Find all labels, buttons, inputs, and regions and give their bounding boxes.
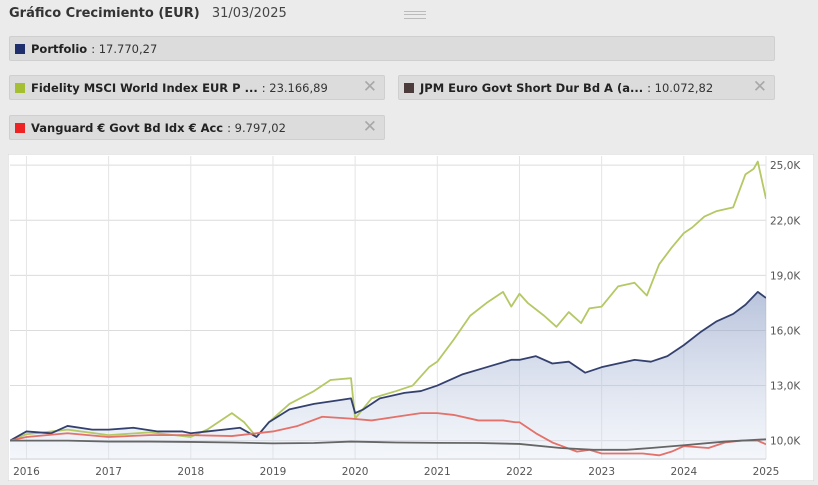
y-tick-label: 19,0K bbox=[770, 270, 801, 282]
series-line-3 bbox=[10, 438, 766, 451]
legend-value: : 23.166,89 bbox=[261, 81, 328, 95]
drag-handle-icon[interactable] bbox=[404, 11, 426, 19]
y-tick-label: 16,0K bbox=[770, 325, 801, 337]
growth-chart: 10,0K 13,0K 16,0K 19,0K 22,0K 25,0K 2016 2017 20… bbox=[7, 153, 815, 482]
x-tick-label: 2024 bbox=[670, 466, 697, 478]
legend-item-portfolio: Portfolio : 17.770,27 bbox=[9, 36, 775, 61]
chart-header: Gráfico Crecimiento (EUR) 31/03/2025 bbox=[9, 6, 287, 26]
x-tick-label: 2016 bbox=[13, 466, 40, 478]
legend-swatch bbox=[15, 123, 25, 133]
legend-swatch bbox=[15, 44, 25, 54]
close-icon[interactable]: ✕ bbox=[362, 117, 377, 137]
legend-name: JPM Euro Govt Short Dur Bd A (a... bbox=[420, 81, 644, 95]
legend-name: Fidelity MSCI World Index EUR P ... bbox=[31, 81, 258, 95]
chart-title: Gráfico Crecimiento (EUR) bbox=[9, 6, 200, 21]
x-tick-label: 2018 bbox=[177, 466, 204, 478]
legend-value: : 17.770,27 bbox=[91, 42, 158, 56]
x-tick-label: 2019 bbox=[260, 466, 287, 478]
chart-svg: 10,0K 13,0K 16,0K 19,0K 22,0K 25,0K 2016 2017 20… bbox=[7, 153, 815, 482]
x-tick-label: 2023 bbox=[588, 466, 615, 478]
portfolio-area bbox=[10, 291, 766, 459]
y-tick-label: 10,0K bbox=[770, 436, 801, 448]
legend-swatch bbox=[15, 83, 25, 93]
x-tick-label: 2021 bbox=[424, 466, 451, 478]
legend-item-jpm: JPM Euro Govt Short Dur Bd A (a... : 10.… bbox=[398, 75, 775, 100]
legend-swatch bbox=[404, 83, 414, 93]
close-icon[interactable]: ✕ bbox=[752, 77, 767, 97]
chart-date: 31/03/2025 bbox=[211, 6, 287, 21]
close-icon[interactable]: ✕ bbox=[362, 77, 377, 97]
legend-name: Vanguard € Govt Bd Idx € Acc bbox=[31, 121, 224, 135]
y-tick-label: 25,0K bbox=[770, 160, 801, 172]
legend-item-vanguard: Vanguard € Govt Bd Idx € Acc : 9.797,02 … bbox=[9, 115, 385, 140]
legend-name: Portfolio bbox=[31, 42, 88, 56]
x-tick-label: 2022 bbox=[506, 466, 533, 478]
legend-value: : 10.072,82 bbox=[647, 81, 714, 95]
series-line-0 bbox=[10, 160, 766, 442]
legend-item-fidelity: Fidelity MSCI World Index EUR P ... : 23… bbox=[9, 75, 385, 100]
x-tick-label: 2025 bbox=[753, 466, 780, 478]
series-line-1 bbox=[10, 290, 766, 442]
y-tick-label: 22,0K bbox=[770, 215, 801, 227]
x-tick-label: 2017 bbox=[95, 466, 122, 478]
series-line-2 bbox=[10, 412, 766, 457]
y-tick-label: 13,0K bbox=[770, 381, 801, 393]
x-tick-label: 2020 bbox=[342, 466, 369, 478]
legend-value: : 9.797,02 bbox=[227, 121, 286, 135]
